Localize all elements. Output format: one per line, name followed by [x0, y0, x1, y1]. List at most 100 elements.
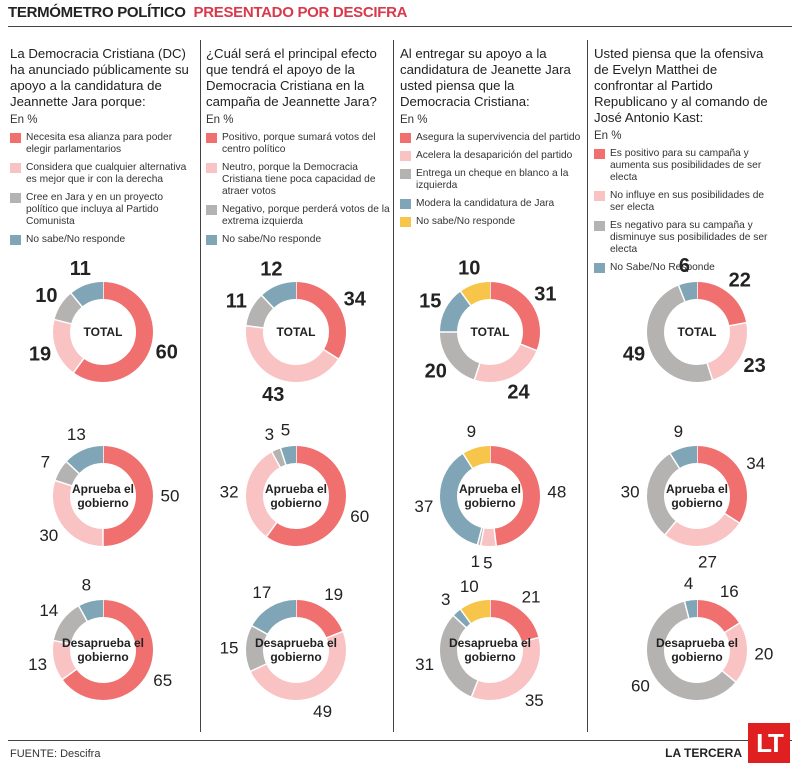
- legend-swatch: [10, 163, 21, 173]
- question-column: Usted piensa que la ofensiva de Evelyn M…: [594, 46, 780, 274]
- donut-slice: [246, 282, 346, 382]
- donut-chart: 19 49 15 17 Desaprueba el gobierno: [220, 583, 346, 721]
- donut-slice: [246, 600, 346, 700]
- slice-separator: [72, 357, 85, 374]
- legend-item: Positivo, porque sumará votos del centro…: [206, 132, 392, 156]
- slice-value-label: 34: [746, 454, 765, 473]
- legend-item: No sabe/No responde: [10, 234, 196, 246]
- slice-value-label: 10: [35, 285, 57, 307]
- slice-separator: [322, 348, 340, 360]
- footer-rule: [8, 740, 792, 741]
- donut-slice: [647, 446, 747, 546]
- page-header: TERMÓMETRO POLÍTICO PRESENTADO POR DESCI…: [8, 4, 408, 21]
- question-text: Al entregar su apoyo a la candidatura de…: [400, 46, 571, 109]
- slice-value-label: 17: [252, 583, 271, 602]
- slice-separator: [245, 324, 265, 329]
- legend-item: Acelera la desaparición del partido: [400, 150, 586, 162]
- legend-label: Es positivo para su campaña y aumenta su…: [610, 148, 762, 183]
- slice-separator: [53, 318, 73, 325]
- slice-separator: [723, 512, 741, 524]
- legend-swatch: [206, 133, 217, 143]
- legend-swatch: [400, 151, 411, 161]
- slice-separator: [54, 479, 73, 487]
- donut-slice: [53, 600, 153, 700]
- donut-chart: 21 35 31 3 10 Desaprueba el gobierno: [415, 577, 544, 710]
- slice-value-label: 23: [744, 355, 766, 377]
- slice-value-label: 15: [220, 638, 239, 657]
- header-title: TERMÓMETRO POLÍTICO: [8, 4, 186, 21]
- slice-value-label: 24: [507, 382, 530, 404]
- slice-separator: [279, 447, 287, 466]
- slice-separator: [493, 527, 498, 547]
- legend-item: No sabe/No responde: [206, 234, 392, 246]
- legend-label: Modera la candidatura de Jara: [416, 198, 555, 209]
- la-tercera-logo: LT: [748, 723, 790, 763]
- slice-separator: [677, 284, 686, 303]
- slice-value-label: 19: [29, 344, 51, 366]
- header-rule: [8, 26, 792, 27]
- slice-value-label: 4: [684, 574, 693, 593]
- donut-slice: [647, 600, 747, 700]
- slice-value-label: 49: [623, 344, 645, 366]
- slice-separator: [479, 527, 485, 547]
- donut-slice: [246, 446, 346, 546]
- donut-chart: 50 30 7 13 Aprueba el gobierno: [39, 425, 179, 547]
- donut-slice: [440, 282, 540, 382]
- slice-value-label: 22: [729, 269, 751, 291]
- donut-slice: [440, 446, 540, 546]
- footer-brand: LA TERCERA: [665, 746, 742, 760]
- donut-slice: [647, 282, 747, 382]
- slice-value-label: 65: [153, 671, 172, 690]
- donut-slice: [53, 282, 153, 382]
- slice-separator: [728, 321, 748, 327]
- donut-center-label: TOTAL: [678, 325, 717, 339]
- slice-value-label: 10: [460, 577, 479, 596]
- slice-value-label: 11: [70, 258, 91, 280]
- slice-value-label: 1: [471, 552, 480, 571]
- donut-chart: 34 27 30 9 Aprueba el gobierno: [621, 422, 766, 572]
- donut-slice: [53, 282, 153, 382]
- legend-swatch: [206, 163, 217, 173]
- slice-separator: [462, 452, 474, 470]
- donut-center-label: Desaprueba el gobierno: [255, 636, 337, 664]
- donut-center-label: TOTAL: [277, 325, 316, 339]
- unit-label: En %: [206, 114, 234, 126]
- slice-value-label: 34: [344, 289, 367, 311]
- slice-value-label: 8: [82, 576, 91, 595]
- legend-label: Cree en Jara y en un proyecto político q…: [26, 192, 164, 227]
- legend-item: Es positivo para su campaña y aumenta su…: [594, 148, 780, 184]
- donut-slice: [647, 282, 747, 382]
- unit-label: En %: [594, 130, 622, 142]
- legend-swatch: [400, 217, 411, 227]
- slice-separator: [473, 362, 481, 381]
- slice-value-label: 49: [313, 702, 332, 721]
- legend-swatch: [206, 205, 217, 215]
- donut-center-label: Desaprueba el gobierno: [656, 636, 738, 664]
- donut-slice: [440, 600, 540, 700]
- donut-chart: 60 19 10 11 TOTAL: [29, 258, 178, 382]
- donut-center-label: Desaprueba el gobierno: [62, 636, 144, 664]
- slice-value-label: 48: [547, 482, 566, 501]
- legend-swatch: [594, 191, 605, 201]
- slice-separator: [706, 362, 714, 381]
- slice-value-label: 9: [674, 422, 683, 441]
- legend-swatch: [400, 133, 411, 143]
- slice-separator: [459, 608, 472, 625]
- slice-value-label: 27: [698, 553, 717, 572]
- slice-value-label: 15: [419, 291, 441, 313]
- donut-chart: 16 20 60 4 Desaprueba el gobierno: [631, 574, 773, 700]
- footer-source: FUENTE: Descifra: [10, 748, 101, 760]
- legend-swatch: [594, 221, 605, 231]
- unit-label: En %: [400, 114, 428, 126]
- donut-center-label: Aprueba el gobierno: [666, 482, 728, 510]
- question-column: Al entregar su apoyo a la candidatura de…: [400, 46, 586, 228]
- legend-item: No sabe/No responde: [400, 216, 586, 228]
- donut-slice: [53, 600, 153, 700]
- donut-chart: 60 32 3 5 Aprueba el gobierno: [220, 420, 369, 546]
- slice-value-label: 31: [415, 655, 434, 674]
- legend-label: Es negativo para su campaña y disminuye …: [610, 220, 768, 255]
- legend-label: Neutro, porque la Democracia Cristiana t…: [222, 162, 376, 197]
- donut-slice: [647, 446, 747, 546]
- donut-chart: 31 24 20 15 10 TOTAL: [419, 257, 556, 404]
- slice-value-label: 7: [41, 452, 50, 471]
